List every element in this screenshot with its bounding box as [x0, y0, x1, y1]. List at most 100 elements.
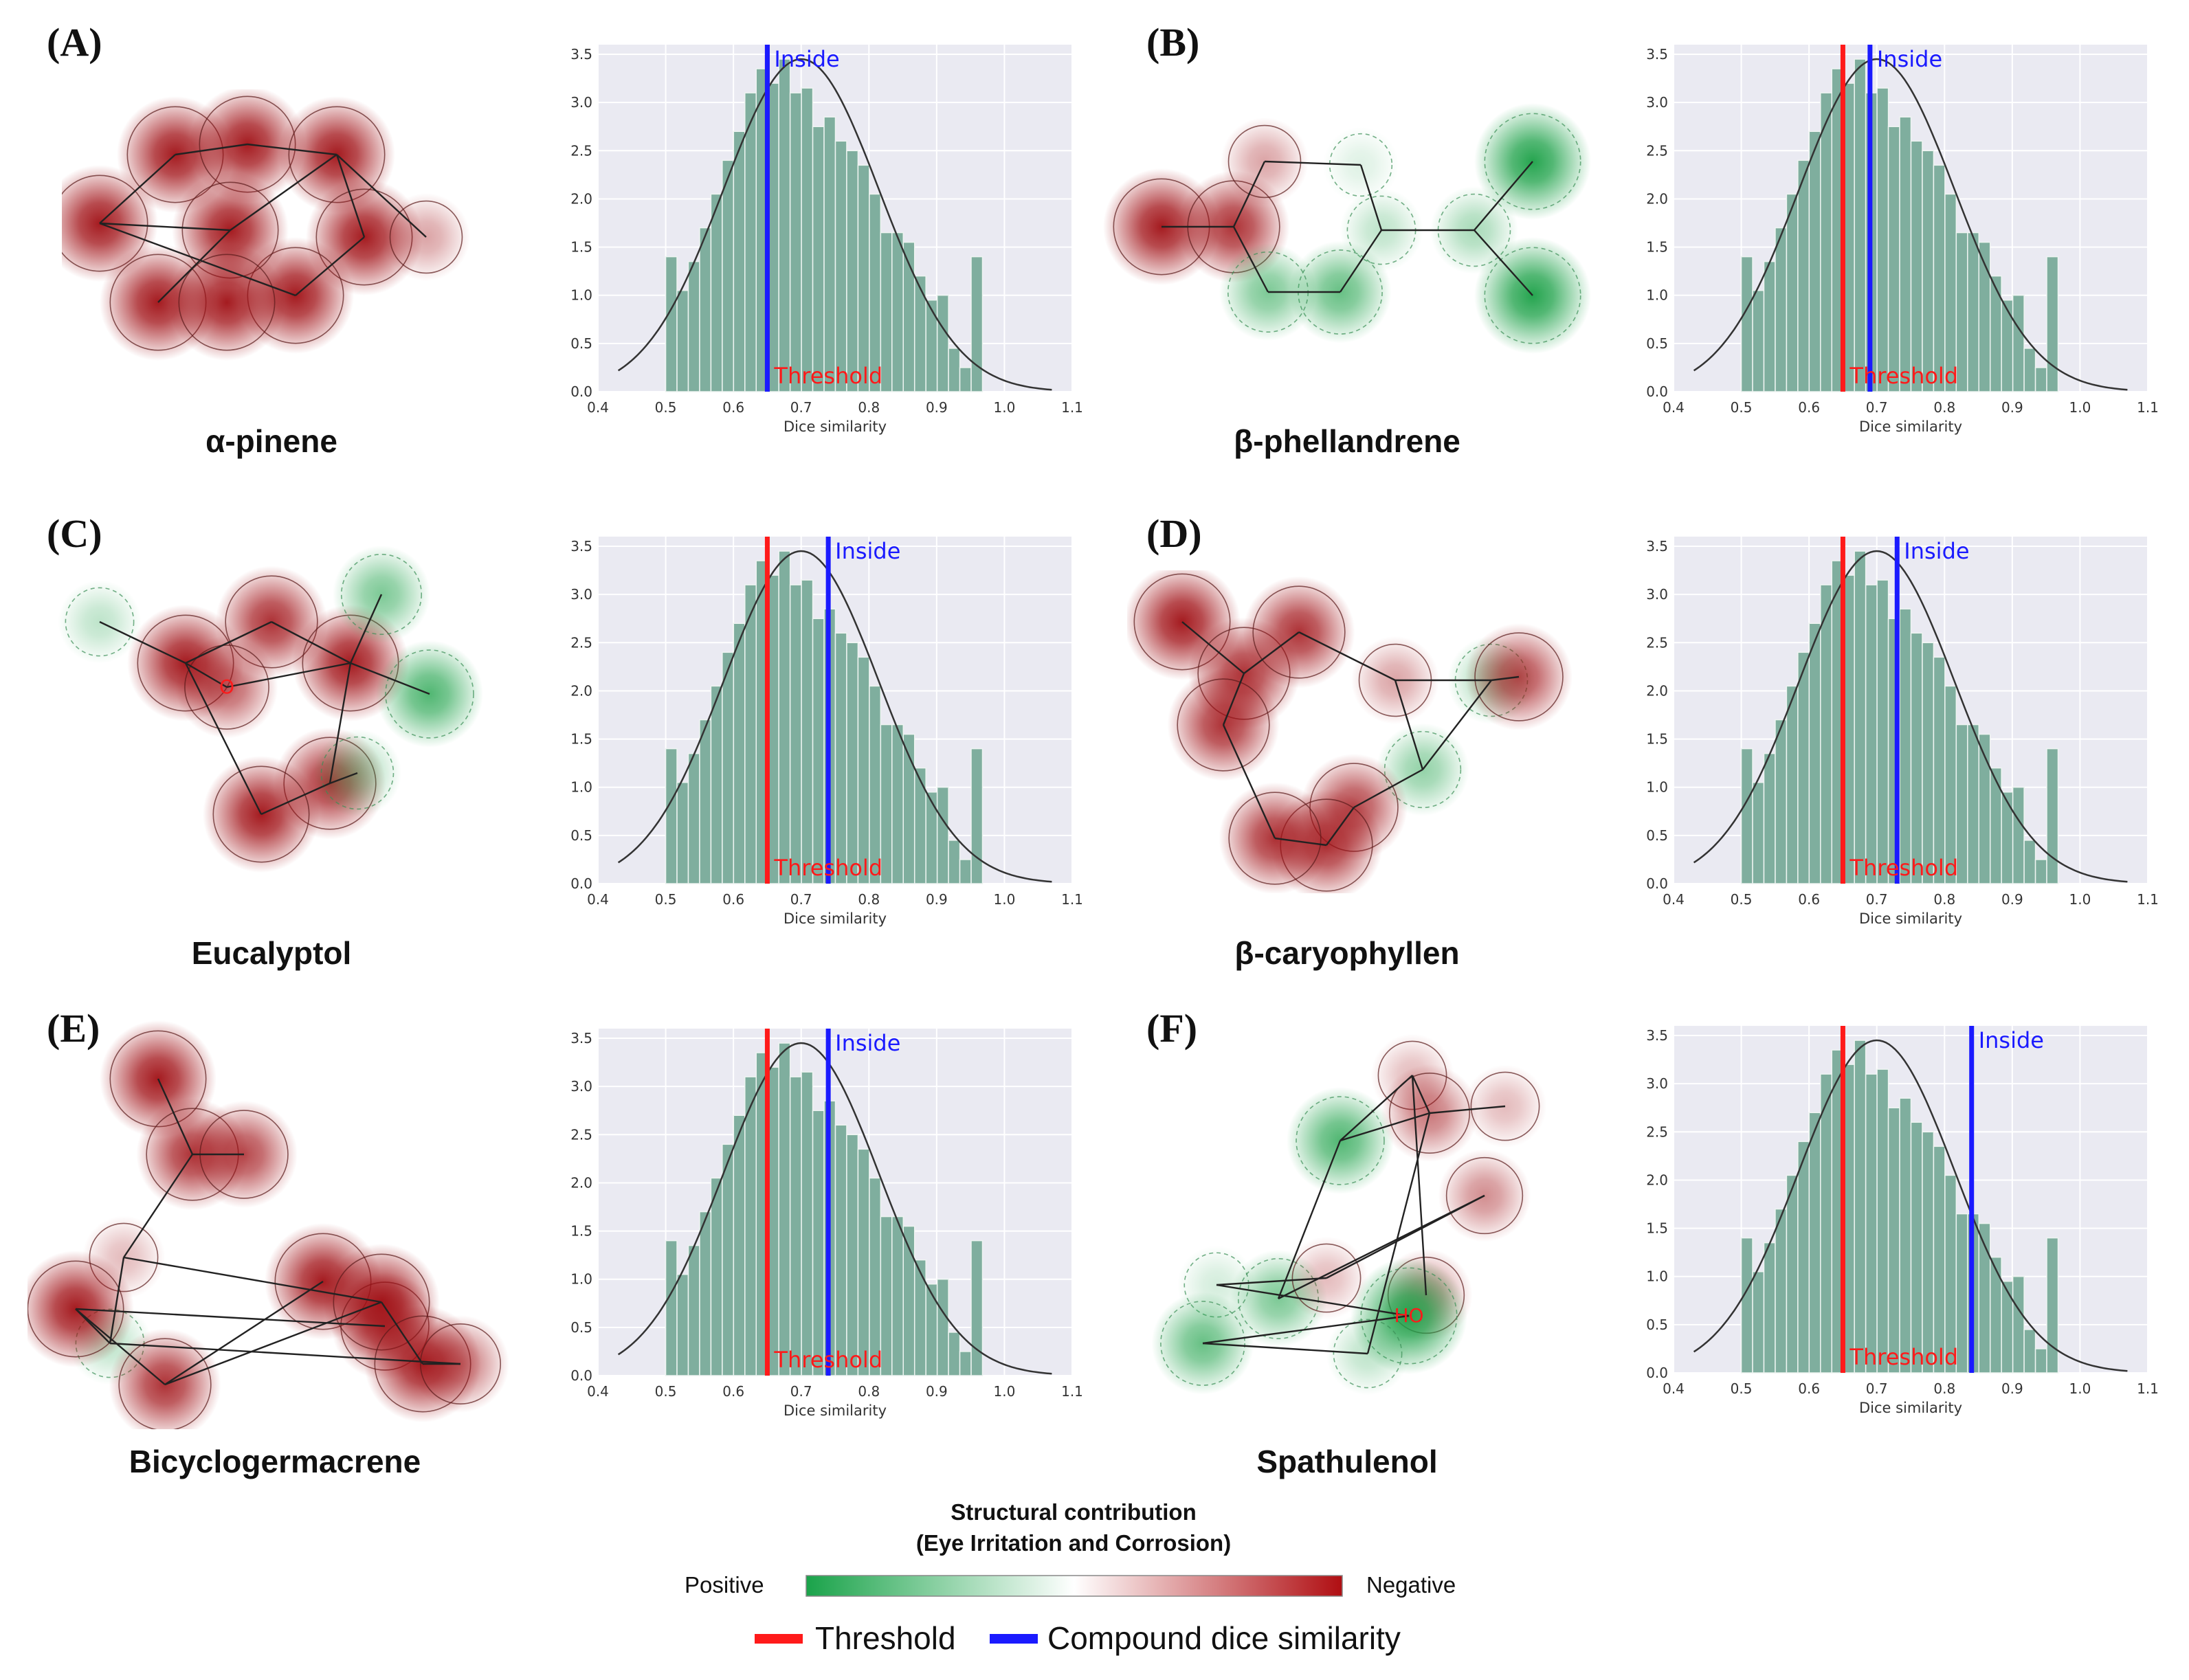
histogram-bar [1865, 1073, 1878, 1374]
y-tick-label: 3.5 [570, 1030, 592, 1046]
y-tick-label: 1.5 [1646, 1220, 1668, 1237]
bond-line [185, 620, 272, 664]
contour-line [27, 1260, 124, 1358]
histogram-bar [778, 550, 791, 884]
histogram-bar [801, 579, 814, 884]
bond-line [381, 1301, 423, 1365]
histogram-bar [778, 1042, 791, 1376]
histogram-bar [857, 1148, 870, 1376]
histogram-bar [936, 294, 949, 392]
bond-line [1277, 1140, 1342, 1299]
legend-negative-label: Negative [1366, 1572, 1456, 1598]
bond-line [1222, 673, 1245, 726]
contour-line [1484, 247, 1581, 344]
y-tick-label: 0.0 [570, 1367, 592, 1384]
histogram-bar [1820, 92, 1833, 392]
histogram-bar [1933, 656, 1946, 884]
bond-line [1474, 229, 1533, 296]
x-tick-label: 1.1 [2137, 891, 2159, 908]
histogram-bar [1797, 651, 1810, 884]
bond-line [1216, 1277, 1327, 1286]
x-tick-label: 0.9 [2001, 891, 2023, 908]
bond-line [350, 662, 430, 695]
bond-line [175, 143, 248, 156]
y-tick-label: 0.5 [570, 1319, 592, 1336]
contour-line [340, 553, 423, 636]
histogram-bar [1820, 584, 1833, 884]
y-tick-label: 3.0 [570, 1078, 592, 1095]
x-tick-label: 1.1 [2137, 1380, 2159, 1397]
histogram-bar [1899, 1097, 1912, 1374]
x-tick-label: 1.1 [1061, 891, 1083, 908]
density-curve [1693, 58, 2128, 391]
histogram-bar [2023, 348, 2036, 392]
similarity-map-e [27, 1020, 509, 1429]
y-tick-label: 0.5 [1646, 827, 1668, 844]
histogram-bar [812, 126, 825, 392]
histogram-bar [1899, 608, 1912, 884]
histogram-bar [733, 1115, 746, 1376]
histogram-bar [699, 227, 712, 392]
bond-line [349, 594, 383, 664]
x-tick-label: 0.9 [926, 891, 948, 908]
histogram-bar [812, 618, 825, 884]
bond-line [164, 1301, 382, 1386]
contour-line [1437, 193, 1511, 267]
histogram-bar [970, 1240, 984, 1376]
histogram-bar [2012, 786, 2025, 884]
bond-line [123, 1256, 382, 1303]
bond-line [329, 662, 352, 784]
histogram-bar [1740, 1237, 1753, 1374]
histogram-bar [1775, 227, 1788, 392]
histogram-bar [1797, 159, 1810, 392]
bond-line [1422, 680, 1492, 770]
similarity-map-a [62, 89, 470, 361]
bond-line [1326, 1194, 1485, 1279]
x-tick-label: 1.0 [994, 399, 1016, 416]
y-tick-label: 1.5 [570, 731, 592, 748]
inside-label: Inside [835, 538, 900, 564]
histogram-bar [801, 87, 814, 392]
histogram-bar [789, 584, 802, 884]
contour-line [389, 200, 463, 274]
x-tick-label: 0.9 [2001, 399, 2023, 416]
legend-compound-swatch [990, 1634, 1038, 1644]
contour-line [1333, 1319, 1403, 1389]
histogram-bar [665, 256, 678, 392]
negative-contribution-blob [168, 244, 285, 361]
y-tick-label: 3.5 [570, 46, 592, 63]
legend-title-line2: (Eye Irritation and Corrosion) [915, 1530, 1232, 1556]
bond-line [1411, 1075, 1427, 1296]
histogram-bar [869, 1177, 882, 1376]
histogram-bar [744, 1076, 757, 1376]
histogram-bar [1740, 748, 1753, 884]
contour-line [1360, 1267, 1458, 1365]
histogram-bar [2001, 1280, 2014, 1374]
compound-name-a: α-pinene [205, 423, 337, 459]
histogram-bar [1808, 1112, 1821, 1374]
x-tick-label: 0.6 [722, 891, 744, 908]
histogram-bar [1854, 58, 1867, 392]
y-tick-label: 3.5 [1646, 1027, 1668, 1044]
compound-name-c: Eucalyptol [191, 935, 352, 971]
bond-line [1298, 631, 1396, 682]
histogram-bar [676, 781, 689, 884]
x-tick-label: 1.0 [2069, 1380, 2091, 1397]
bond-line [1202, 1314, 1410, 1345]
histogram-bar [925, 299, 938, 392]
histogram-bar [1933, 1145, 1946, 1374]
y-tick-label: 1.5 [1646, 731, 1668, 748]
density-curve [1693, 1039, 2128, 1372]
histogram-bar [710, 685, 723, 884]
histogram-bar [2001, 299, 2014, 392]
histogram-bar [2046, 256, 2059, 392]
y-tick-label: 2.0 [1646, 1172, 1668, 1188]
histogram-bar [1820, 1073, 1833, 1374]
y-tick-label: 0.5 [570, 335, 592, 352]
histogram-bar [970, 748, 984, 884]
y-tick-label: 3.0 [1646, 1075, 1668, 1092]
histogram-bar [846, 1134, 859, 1376]
histogram-bar [1922, 642, 1935, 884]
y-tick-label: 2.5 [570, 1126, 592, 1143]
x-axis-title: Dice similarity [1859, 418, 1962, 435]
